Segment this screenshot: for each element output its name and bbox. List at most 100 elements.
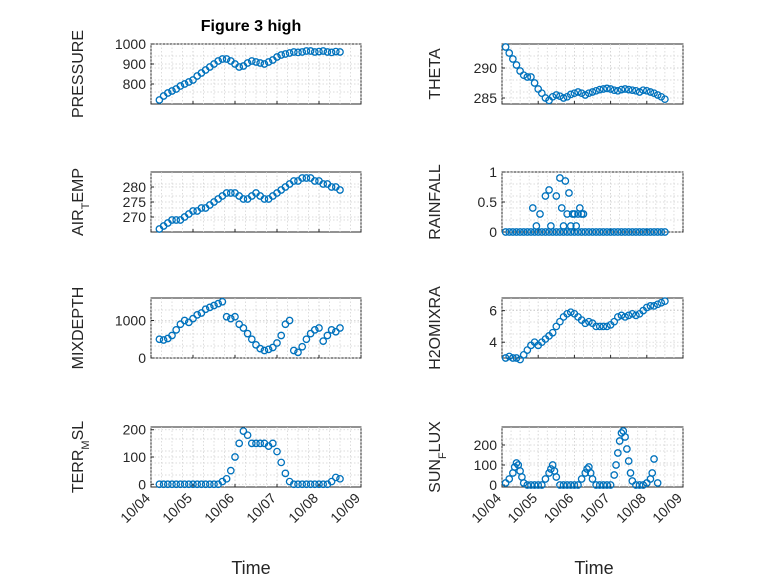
rainfall-point [565, 189, 573, 197]
sun-flux-xtick-label: 10/04 [468, 490, 504, 526]
theta-point [603, 84, 611, 93]
h2omixra-point [552, 322, 561, 331]
air-temp-point [336, 186, 344, 194]
h2omixra-point [556, 317, 564, 326]
x-axis-label-right: Time [574, 558, 613, 578]
theta-point [617, 85, 626, 94]
rainfall-point [570, 210, 579, 218]
theta-point [588, 88, 597, 96]
theta-point [621, 85, 629, 93]
sun-flux-point [523, 481, 532, 489]
theta-point [566, 90, 575, 99]
air-temp-ytick-label: 270 [123, 209, 147, 225]
rainfall-point [563, 228, 572, 236]
figure-title: Figure 3 high [201, 18, 301, 35]
mixdepth-point [323, 331, 332, 340]
terr-msl-point [193, 480, 202, 489]
pressure-point [222, 55, 231, 63]
rainfall-point [603, 228, 611, 236]
rainfall-point [617, 228, 626, 236]
terr-msl-point [302, 480, 311, 489]
rainfall-point [528, 204, 537, 212]
mixdepth-point [222, 312, 231, 321]
terr-msl-point [159, 480, 168, 489]
rainfall-point [566, 222, 575, 230]
h2omixra-point [581, 319, 590, 328]
terr-msl-point [239, 427, 248, 435]
sun-flux-point [613, 449, 622, 457]
pressure-point [289, 48, 298, 56]
sun-flux-point [588, 475, 597, 483]
sun-flux-point [541, 475, 550, 483]
air-temp-point [222, 189, 231, 197]
theta-point [624, 85, 633, 94]
mixdepth-point [210, 301, 218, 310]
rainfall-point [606, 228, 615, 236]
rainfall-axes-box [501, 171, 684, 233]
sun-flux-point [650, 455, 658, 463]
sun-flux-point [556, 481, 564, 489]
terr-msl-point [331, 473, 340, 482]
mixdepth-point [172, 326, 181, 334]
pressure-point [302, 47, 311, 55]
pressure-point [256, 59, 265, 67]
mixdepth-point [239, 324, 248, 332]
h2omixra-ylabel: H2OMIXRA [427, 286, 444, 370]
mixdepth-point [302, 335, 311, 344]
subplot-h2omixra: 4 6 H2OMIXRA [427, 286, 684, 370]
terr-msl-point [277, 458, 286, 467]
terr-msl-ytick-label: 0 [138, 476, 146, 492]
rainfall-point [556, 228, 564, 236]
mixdepth-point [252, 341, 260, 349]
mixdepth-point [197, 309, 206, 317]
theta-point [559, 94, 568, 102]
subplot-terr-msl: 0 100 200 10/04 10/05 10/06 10/07 10/08 10/09 TER… [70, 421, 363, 526]
pressure-point [243, 59, 252, 67]
h2omixra-point [523, 346, 532, 354]
theta-point [610, 86, 619, 95]
theta-point [599, 85, 608, 93]
sun-flux-xtick-label: 10/05 [504, 490, 540, 526]
subplot-sun-flux: 0 100 200 10/04 10/05 10/06 10/07 10/08 10/09 SUN… [427, 421, 685, 526]
h2omixra-point [642, 303, 651, 312]
rainfall-point [581, 228, 590, 236]
terr-msl-point [336, 474, 344, 483]
terr-msl-point [172, 480, 181, 489]
pressure-point [218, 55, 227, 63]
h2omixra-point [653, 300, 662, 309]
theta-point [501, 43, 510, 51]
terr-msl-xtick-label: 10/04 [117, 490, 153, 526]
terr-msl-point [319, 480, 328, 489]
mixdepth-point [331, 327, 340, 336]
pressure-point [252, 58, 260, 66]
terr-msl-xtick-label: 10/08 [285, 490, 321, 526]
terr-msl-xtick-label: 10/09 [327, 490, 363, 526]
theta-point [639, 86, 648, 95]
rainfall-point [557, 204, 566, 212]
theta-point [632, 86, 640, 95]
theta-point [548, 92, 557, 101]
sun-flux-point [610, 471, 619, 479]
pressure-point [168, 87, 176, 95]
theta-point [642, 86, 651, 95]
sun-flux-point [599, 481, 608, 489]
h2omixra-point [646, 302, 655, 310]
mixdepth-point [268, 343, 277, 352]
pressure-point [327, 48, 336, 57]
theta-point [509, 55, 517, 63]
air-temp-point [172, 216, 181, 224]
mixdepth-point [176, 320, 185, 329]
theta-point [505, 49, 514, 57]
sun-flux-point [626, 469, 635, 477]
pressure-point [294, 48, 302, 57]
sun-flux-point [623, 445, 631, 453]
terr-msl-point [294, 480, 302, 489]
subplot-rainfall: 0 0.5 1 RAINFALL [427, 164, 684, 240]
pressure-point [331, 47, 340, 56]
rainfall-point [519, 228, 528, 236]
terr-msl-point [222, 474, 231, 483]
theta-point [585, 89, 593, 98]
sun-flux-xtick-label: 10/07 [577, 490, 613, 526]
pressure-point [323, 48, 332, 56]
